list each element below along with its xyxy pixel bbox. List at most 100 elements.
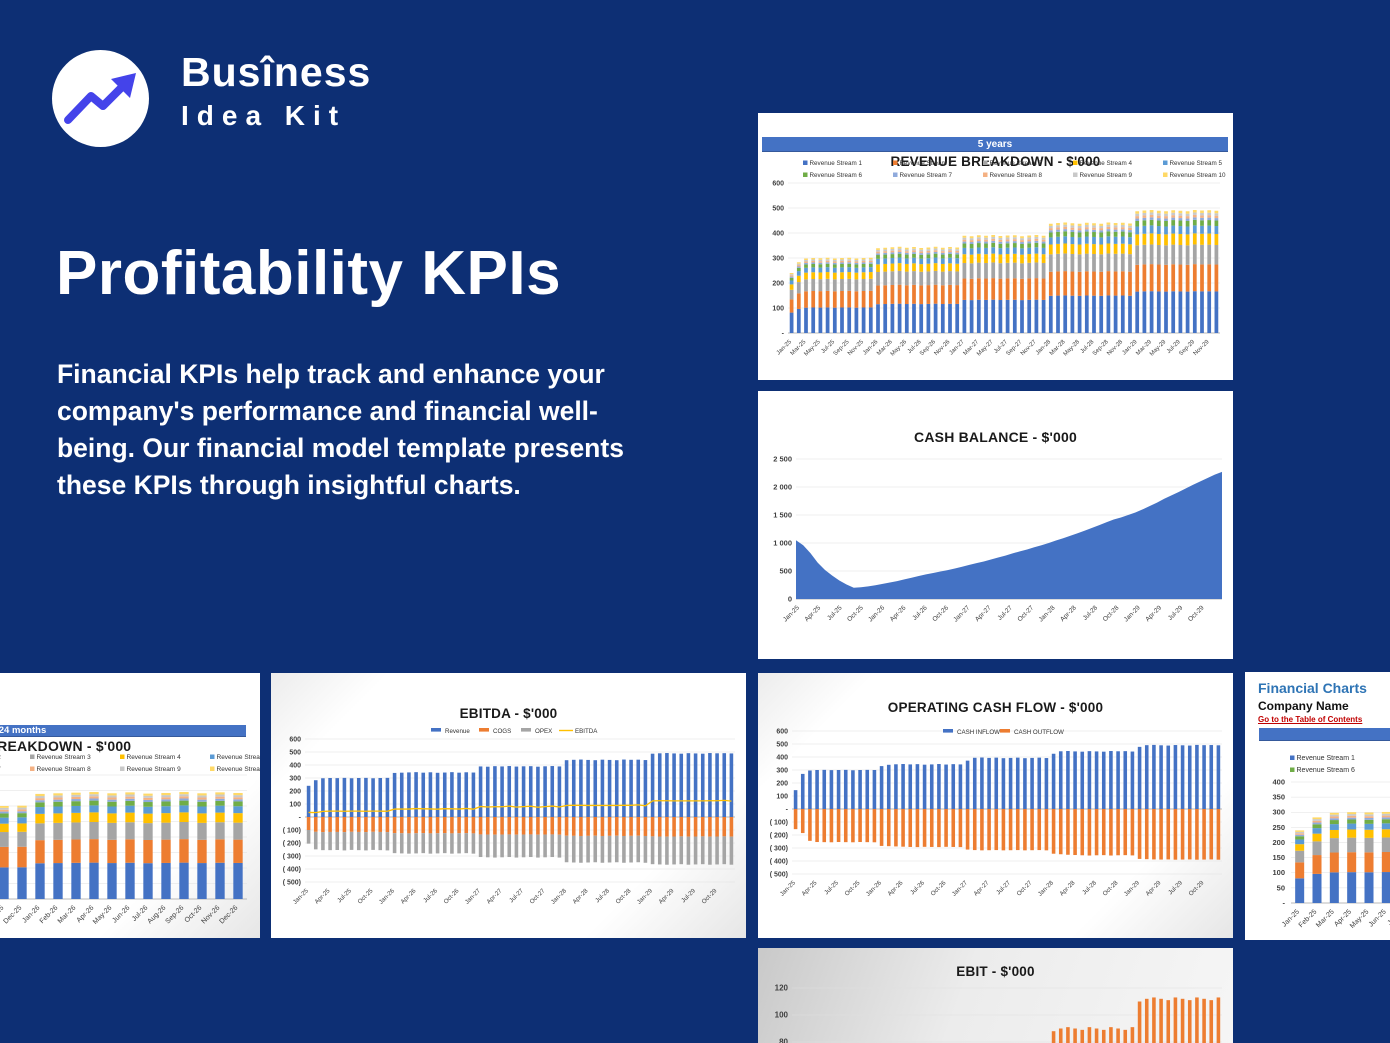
x-axis-label: Oct-29 <box>1187 604 1206 623</box>
bar-segment <box>306 830 311 844</box>
bar-segment <box>922 809 927 847</box>
bar-segment <box>886 809 891 847</box>
bar-segment <box>1087 1027 1092 1043</box>
bar-segment <box>233 862 243 899</box>
bar-segment <box>1381 817 1390 820</box>
bar-segment <box>998 243 1003 249</box>
legend-label: Revenue Stream 10 <box>217 766 261 773</box>
bar-segment <box>1171 291 1176 333</box>
bar-segment <box>818 262 823 265</box>
bar-segment <box>948 257 952 264</box>
x-axis-label: Jan-25 <box>292 887 311 906</box>
bar-segment <box>1149 291 1154 333</box>
bar-segment <box>1020 278 1024 301</box>
bar-segment <box>1149 219 1154 226</box>
bar-segment <box>1135 218 1140 221</box>
legend-label: Revenue Stream 6 <box>1297 767 1355 774</box>
bar-segment <box>143 863 153 899</box>
bar-segment <box>804 291 808 308</box>
bar-segment <box>1381 852 1390 873</box>
bars <box>1295 811 1390 903</box>
bar-segment <box>356 831 361 851</box>
bar-segment <box>1034 235 1039 237</box>
bar-segment <box>179 798 189 801</box>
x-axis: Jan-25 Apr-25 Jul-25 Oct-25 Jan-26 Apr-26 Jul-… <box>782 604 1206 623</box>
bar-segment <box>1192 210 1197 213</box>
bar-segment <box>1137 1001 1142 1043</box>
bar-segment <box>890 252 895 255</box>
bar-segment <box>1166 1000 1171 1043</box>
bar-segment <box>1142 225 1147 234</box>
bar-segment <box>948 303 952 333</box>
bar-segment <box>143 823 153 840</box>
bar-segment <box>926 303 931 333</box>
x-axis-label: Oct-29 <box>700 887 718 905</box>
bar-segment <box>435 772 440 817</box>
page-description: Financial KPIs help track and enhance yo… <box>57 359 624 500</box>
bar-segment <box>962 237 967 240</box>
x-axis-label: Jan-28 <box>550 887 569 906</box>
bar-segment <box>1041 239 1046 242</box>
x-axis-label: Oct-26 <box>931 604 950 623</box>
bar-segment <box>836 809 841 843</box>
bar-segment <box>1008 757 1013 809</box>
x-axis-label: Sep-26 <box>164 904 185 925</box>
bar-segment <box>356 817 361 832</box>
bar-segment <box>1120 222 1125 225</box>
legend-label: Revenue Stream 2 <box>0 754 1 761</box>
bar-segment <box>908 764 913 809</box>
bar-segment <box>1192 264 1197 292</box>
bar-segment <box>1142 264 1147 292</box>
card-revenue-breakdown-5y: 5 years REVENUE BREAKDOWN - $'000 600 500… <box>758 113 1233 380</box>
bar-segment <box>629 835 633 863</box>
x-axis-label: Jul-27 <box>508 887 525 904</box>
bar-segment <box>500 766 504 817</box>
bar-segment <box>1173 809 1178 860</box>
bar-segment <box>1329 838 1339 853</box>
trend-arrow-icon <box>64 73 136 124</box>
legend-label: EBITDA <box>575 728 598 735</box>
bar-segment <box>392 833 397 854</box>
bar-segment <box>571 759 576 817</box>
bar-segment <box>1120 236 1125 244</box>
x-axis-label: Oct-25 <box>843 879 861 897</box>
bar-segment <box>600 835 605 863</box>
y-axis-label: 200 <box>772 280 784 287</box>
bar-segment <box>825 263 830 268</box>
bar-segment <box>233 806 243 814</box>
bar-segment <box>955 271 960 286</box>
bar-segment <box>722 817 727 837</box>
bar-segment <box>421 817 426 834</box>
bar-segment <box>1106 271 1111 296</box>
bar-segment <box>125 798 135 801</box>
bar-segment <box>233 813 243 823</box>
bar-segment <box>1070 225 1075 228</box>
bar-segment <box>933 251 938 254</box>
bar-segment <box>1347 817 1357 820</box>
bar-segment <box>1099 228 1104 231</box>
bar-segment <box>901 764 905 809</box>
bar-segment <box>1012 253 1017 263</box>
bar-segment <box>161 822 171 840</box>
bar-segment <box>1073 751 1077 809</box>
bar-segment <box>1135 264 1140 292</box>
bar-segment <box>1381 815 1390 818</box>
bar-segment <box>0 809 9 812</box>
bar-segment <box>796 282 801 294</box>
bar-segment <box>998 237 1003 240</box>
brand-line2: Idea Kit <box>181 100 347 131</box>
bar-segment <box>17 813 27 818</box>
bar-segment <box>1364 816 1374 818</box>
table-of-contents-link[interactable]: Go to the Table of Contents <box>1258 715 1363 724</box>
bar-segment <box>1295 844 1305 851</box>
bar-segment <box>356 778 361 817</box>
legend-swatch <box>431 728 441 732</box>
bar-segment <box>937 764 941 809</box>
bar-segment <box>1347 819 1357 824</box>
bar-segment <box>897 250 902 252</box>
x-axis-label: Jan-28 <box>1038 604 1057 623</box>
bar-segment <box>1027 243 1032 248</box>
bar-segment <box>1056 227 1060 230</box>
x-axis-label: Apr-27 <box>485 887 503 905</box>
x-axis-label: Nov-26 <box>200 904 221 925</box>
